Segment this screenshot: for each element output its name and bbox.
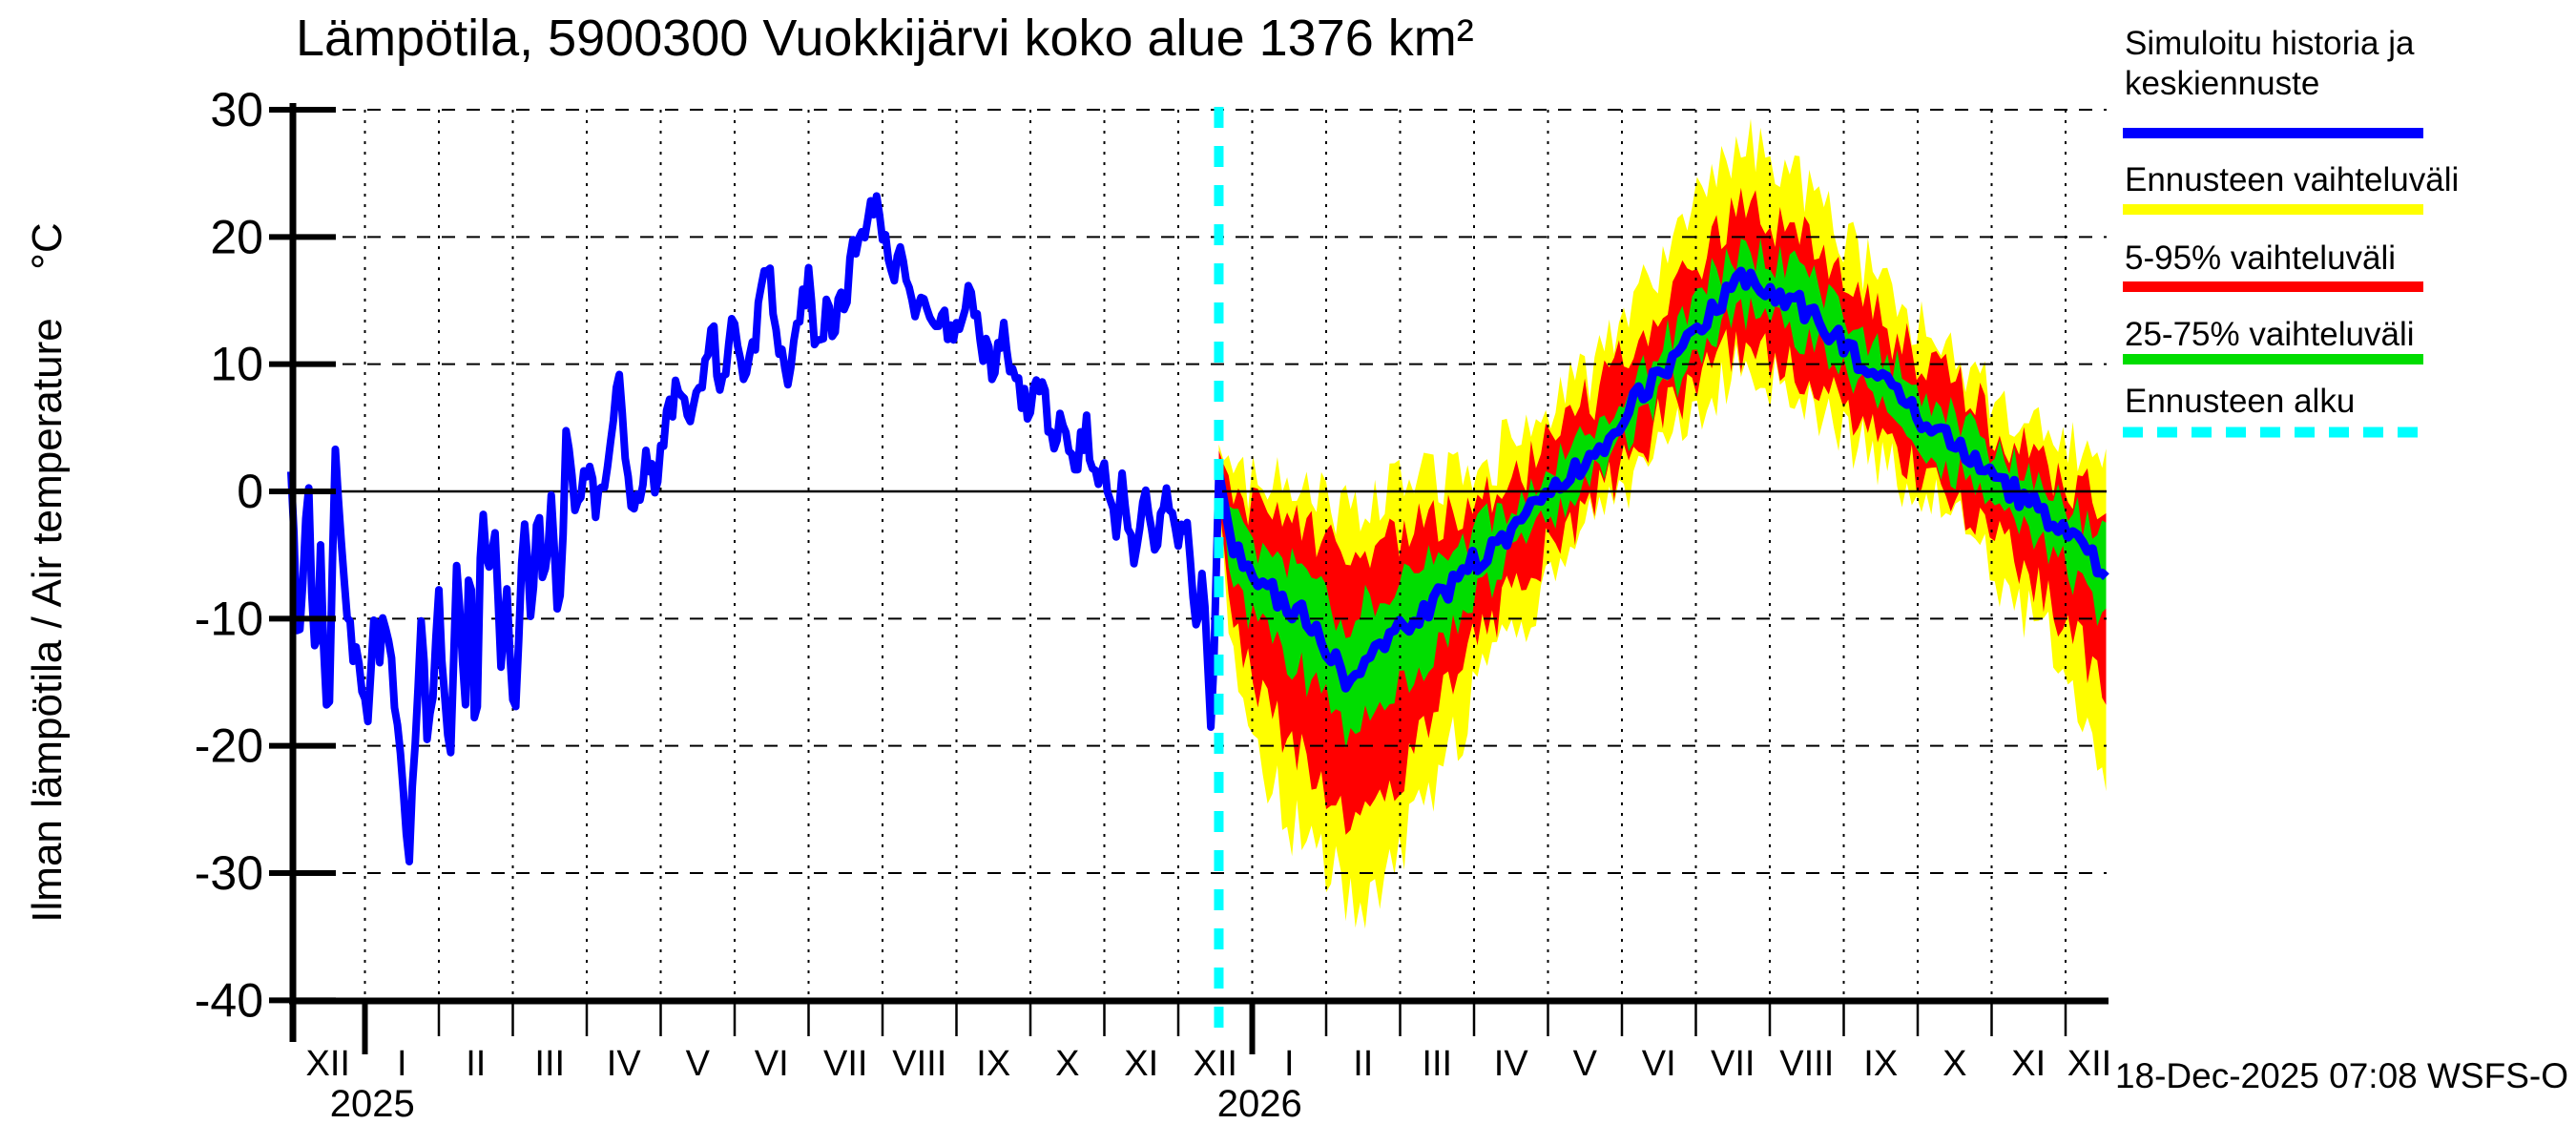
month-label: IV: [1494, 1044, 1529, 1084]
forecast-median-line: [1214, 266, 2109, 693]
month-label: II: [1353, 1044, 1373, 1084]
y-tick-label: 10: [210, 338, 263, 391]
month-label: XII: [306, 1044, 350, 1084]
month-label: VI: [755, 1044, 789, 1084]
month-label: VII: [1711, 1044, 1755, 1084]
month-label: IX: [976, 1044, 1010, 1084]
y-tick-label: 30: [210, 83, 263, 136]
month-label: IV: [607, 1044, 642, 1084]
legend-swatch: [2123, 128, 2423, 138]
month-label: VIII: [1779, 1044, 1834, 1084]
datestamp: 18-Dec-2025 07:08 WSFS-O: [2115, 1056, 2568, 1095]
chart-title: Lämpötila, 5900300 Vuokkijärvi koko alue…: [296, 10, 1474, 67]
year-label: 2026: [1217, 1083, 1302, 1125]
axes-layer: [269, 103, 2109, 1054]
month-label: I: [397, 1044, 407, 1084]
y-tick-label: -10: [195, 592, 263, 645]
history-line: [287, 192, 1223, 865]
month-label: V: [686, 1044, 711, 1084]
y-tick-label: -40: [195, 973, 263, 1027]
month-label: VII: [823, 1044, 867, 1084]
legend-label: Ennusteen alku: [2125, 383, 2355, 420]
y-tick-label: -20: [195, 719, 263, 773]
band-forecast-minmax: [1218, 118, 2107, 929]
month-label: II: [466, 1044, 486, 1084]
month-label: I: [1284, 1044, 1295, 1084]
y-tick-label: 20: [210, 210, 263, 263]
month-label: III: [1422, 1044, 1452, 1084]
month-label: V: [1573, 1044, 1598, 1084]
forecast-bands-layer: [1214, 118, 2109, 929]
history-layer: [287, 192, 1223, 865]
legend-swatch: [2123, 281, 2423, 292]
x-tick-labels: XII I II III IV V VI VII VIII IX X XI XII I II III IV V VI…: [306, 1044, 2112, 1125]
month-label: IX: [1863, 1044, 1898, 1084]
band-25-75: [1218, 238, 2107, 749]
legend-label: Simuloitu historia ja: [2125, 25, 2415, 62]
grid-layer: [293, 109, 2107, 1000]
month-label: VI: [1642, 1044, 1676, 1084]
legend-label: 25-75% vaihteluväli: [2125, 316, 2415, 353]
month-label: X: [1942, 1044, 1966, 1084]
y-tick-label: 0: [237, 465, 263, 518]
y-tick-labels: 30 20 10 0 -10 -20 -30 -40: [195, 83, 263, 1027]
band-5-95: [1218, 187, 2107, 835]
month-label: X: [1055, 1044, 1079, 1084]
month-label: III: [534, 1044, 565, 1084]
month-label: XI: [2011, 1044, 2046, 1084]
y-tick-label: -30: [195, 846, 263, 900]
y-axis-label: Ilman lämpötila / Air temperature: [24, 318, 71, 922]
legend-label: keskiennuste: [2125, 65, 2319, 102]
month-label: VIII: [892, 1044, 946, 1084]
legend-swatch: [2123, 204, 2423, 215]
month-label: XII: [2067, 1044, 2111, 1084]
month-label: XII: [1194, 1044, 1237, 1084]
y-axis-unit-label: °C: [24, 222, 71, 269]
legend-label: Ennusteen vaihteluväli: [2125, 161, 2459, 198]
legend-label: 5-95% vaihteluväli: [2125, 239, 2396, 277]
legend-swatch: [2123, 354, 2423, 364]
year-label: 2025: [330, 1083, 415, 1125]
month-label: XI: [1124, 1044, 1158, 1084]
